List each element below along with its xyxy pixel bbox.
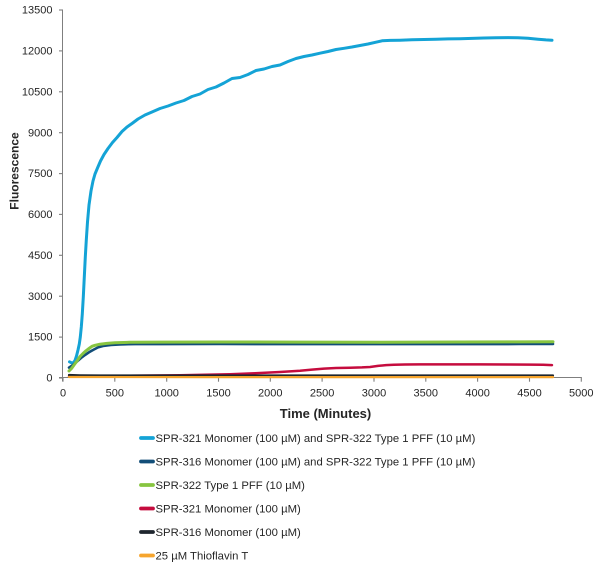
- svg-text:4500: 4500: [28, 250, 52, 262]
- svg-text:2500: 2500: [310, 388, 334, 400]
- svg-text:SPR-316 Monomer (100 µM): SPR-316 Monomer (100 µM): [156, 527, 301, 539]
- svg-text:25 µM Thioflavin T: 25 µM Thioflavin T: [156, 551, 249, 563]
- svg-text:500: 500: [106, 388, 124, 400]
- svg-text:4000: 4000: [465, 388, 489, 400]
- svg-text:12000: 12000: [22, 46, 53, 58]
- svg-text:3500: 3500: [414, 388, 438, 400]
- svg-text:0: 0: [46, 373, 52, 385]
- svg-text:5000: 5000: [569, 388, 593, 400]
- svg-text:13500: 13500: [22, 5, 53, 17]
- svg-text:1500: 1500: [28, 332, 52, 344]
- svg-text:10500: 10500: [22, 86, 53, 98]
- svg-text:SPR-321 Monomer (100 µM) and S: SPR-321 Monomer (100 µM) and SPR-322 Typ…: [156, 433, 476, 445]
- svg-text:3000: 3000: [362, 388, 386, 400]
- svg-text:1500: 1500: [206, 388, 230, 400]
- svg-text:3000: 3000: [28, 291, 52, 303]
- svg-text:7500: 7500: [28, 168, 52, 180]
- svg-text:9000: 9000: [28, 127, 52, 139]
- svg-text:6000: 6000: [28, 209, 52, 221]
- svg-text:1000: 1000: [154, 388, 178, 400]
- svg-text:SPR-321 Monomer (100 µM): SPR-321 Monomer (100 µM): [156, 504, 301, 516]
- svg-text:0: 0: [60, 388, 66, 400]
- svg-text:Time (Minutes): Time (Minutes): [280, 406, 372, 421]
- svg-text:SPR-322 Type 1 PFF (10 µM): SPR-322 Type 1 PFF (10 µM): [156, 480, 306, 492]
- svg-text:Fluorescence: Fluorescence: [8, 132, 22, 210]
- svg-text:SPR-316 Monomer (100 µM) and S: SPR-316 Monomer (100 µM) and SPR-322 Typ…: [156, 457, 476, 469]
- svg-text:4500: 4500: [517, 388, 541, 400]
- svg-text:2000: 2000: [258, 388, 282, 400]
